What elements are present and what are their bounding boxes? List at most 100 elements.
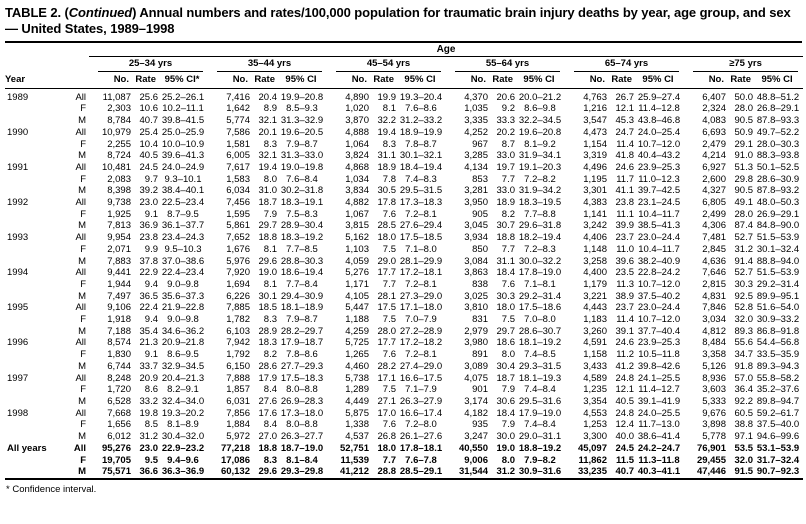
rate-cell: 19.4 [377,126,397,138]
ci-cell: 28.2–29.7 [280,325,324,337]
rate-cell: 31.2 [139,431,159,443]
ci-cell: 26.9–29.1 [756,208,800,220]
table-header: Age 25–34 yrs 35–44 yrs 45–54 yrs 55–64 yrs… [5,43,804,89]
rate-cell: 9.4 [144,278,158,290]
rate-cell: 18.0 [377,232,397,244]
table-row: M 7,188 35.4 34.6–36.2 6,103 28.9 28.2–29.7 4,2… [5,326,803,338]
rate-cell: 11.5 [616,454,634,466]
rate-cell: 18.8 [258,442,278,454]
rate-cell: 18.0 [496,302,516,314]
rate-cell: 7.6 [382,419,396,431]
no-cell: 3,898 [702,419,726,431]
rate-cell: 28.1 [377,290,397,302]
no-cell: 4,075 [464,372,488,384]
ci-cell: 17.9–18.7 [280,337,324,349]
no-cell: 5,276 [345,267,369,279]
ci-cell: 11.3–11.8 [638,454,680,466]
ci-cell: 35.2–37.6 [756,384,800,396]
rate-cell: 7.5 [501,314,515,326]
ci-column-header: 95% CI [396,71,446,89]
no-cell: 1,338 [345,419,369,431]
rate-cell: 40.5 [139,150,159,162]
no-cell: 75,571 [101,466,131,478]
ci-cell: 19.6–20.5 [280,126,324,138]
ci-cell: 7.0–8.0 [524,314,556,326]
no-cell: 4,496 [583,161,607,173]
rate-cell: 50.9 [734,126,754,138]
year-cell: 1997 [7,372,29,384]
table-row: 1996 All 8,574 21.3 20.9–21.8 7,942 18.3 17.9–1… [5,337,803,349]
no-column-header: No. [89,71,131,89]
no-cell: 4,059 [345,255,369,267]
ci-cell: 7.2–8.1 [405,208,437,220]
ci-cell: 24.0–24.9 [161,161,205,173]
no-cell: 3,084 [464,255,488,267]
no-cell: 4,537 [345,431,369,443]
ci-cell: 48.0–50.3 [756,197,800,209]
rate-cell: 8.4 [263,384,277,396]
no-cell: 7,586 [226,126,250,138]
rate-cell: 29.7 [496,325,516,337]
sex-cell: F [80,349,86,361]
rate-cell: 18.8 [258,232,278,244]
ci-cell: 8.5–9.3 [286,103,318,115]
no-cell: 3,025 [464,290,488,302]
rate-cell: 7.6 [501,278,515,290]
ci-cell: 38.4–40.1 [161,185,205,197]
age-group-label: 35–44 yrs [217,58,322,72]
ci-cell: 7.7–8.4 [286,278,318,290]
no-cell: 5,861 [226,220,250,232]
sex-cell: All [73,442,86,454]
ci-cell: 43.8–46.8 [637,115,681,127]
ci-cell: 17.2–18.2 [399,337,443,349]
rate-cell: 12.1 [615,384,635,396]
ci-cell: 7.1–8.1 [524,278,556,290]
rate-cell: 29.7 [258,220,278,232]
rate-cell: 31.2 [734,243,754,255]
rate-cell: 32.0 [734,314,754,326]
no-cell: 3,045 [464,220,488,232]
ci-cell: 24.1–25.5 [637,372,681,384]
no-cell: 7,497 [107,290,131,302]
no-cell: 6,012 [107,431,131,443]
no-cell: 7,813 [107,220,131,232]
table-row: F 1,944 9.4 9.0–9.8 1,694 8.1 7.7–8.4 1,171 7.7 7… [5,279,803,291]
ci-cell: 39.6–41.3 [161,150,205,162]
ci-cell: 38.2–40.9 [637,255,681,267]
year-cell: 1991 [7,161,29,173]
year-cell [5,455,57,467]
ci-cell: 84.8–90.0 [756,220,800,232]
ci-cell: 37.7–40.4 [637,325,681,337]
year-column-header: Year [5,71,89,89]
sex-cell: F [80,243,86,255]
no-cell: 3,934 [464,232,488,244]
rate-cell: 91.5 [734,466,754,478]
rate-cell: 17.7 [377,267,397,279]
rate-cell: 11.1 [616,208,634,220]
rate-cell: 29.1 [734,138,754,150]
ci-cell: 11.0–12.3 [638,173,680,185]
ci-cell: 37.0–38.6 [161,255,205,267]
rate-cell: 22.9 [139,267,159,279]
rate-cell: 8.3 [382,138,396,150]
rate-cell: 11.4 [616,138,634,150]
rate-cell: 39.2 [139,185,159,197]
rate-cell: 20.9 [139,372,159,384]
rate-cell: 7.8 [382,173,396,185]
ci-cell: 26.1–27.6 [399,431,443,443]
no-cell: 3,089 [464,360,488,372]
ci-cell: 29.6–31.8 [518,220,562,232]
rate-cell: 18.8 [496,232,516,244]
ci-cell: 54.4–56.8 [756,337,800,349]
sex-cell: All [75,302,86,314]
ci-cell: 38.5–41.3 [637,220,681,232]
ci-cell: 11.7–13.0 [638,419,680,431]
no-cell: 1,034 [345,173,369,185]
ci-cell: 7.8–8.7 [405,138,437,150]
year-cell: 1993 [7,232,29,244]
rate-cell: 28.8 [377,466,397,478]
rate-cell: 17.5 [377,302,397,314]
ci-cell: 7.9–8.7 [286,138,318,150]
no-cell: 4,831 [702,290,726,302]
no-cell: 7,652 [226,232,250,244]
